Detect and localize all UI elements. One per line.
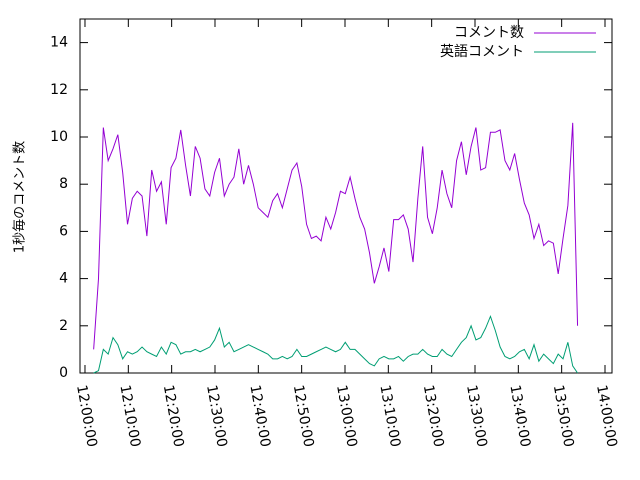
x-tick-label: 12:20:00 — [160, 384, 187, 449]
y-tick-label: 10 — [50, 129, 68, 145]
series-line — [93, 122, 579, 350]
y-axis-label: 1秒毎のコメント数 — [12, 141, 28, 253]
y-tick-label: 4 — [59, 271, 68, 287]
plot-frame — [79, 18, 613, 374]
x-tick-label: 13:00:00 — [333, 384, 360, 449]
x-tick-label: 12:00:00 — [73, 384, 100, 449]
x-tick-label: 13:10:00 — [376, 384, 403, 449]
y-tick-label: 2 — [59, 318, 68, 334]
x-tick-label: 14:00:00 — [593, 384, 620, 449]
legend-label: 英語コメント — [440, 43, 524, 60]
x-tick-label: 12:40:00 — [246, 384, 273, 449]
y-tick-label: 12 — [50, 82, 68, 98]
y-tick-label: 6 — [59, 223, 68, 239]
legend-label: コメント数 — [454, 25, 524, 41]
x-tick-label: 13:30:00 — [463, 384, 490, 449]
x-tick-label: 12:10:00 — [116, 384, 143, 449]
x-tick-label: 12:50:00 — [290, 384, 317, 449]
x-tick-label: 13:20:00 — [420, 384, 447, 449]
y-tick-label: 14 — [50, 35, 68, 51]
y-tick-label: 0 — [59, 365, 68, 381]
series-line — [93, 314, 578, 374]
x-tick-label: 13:40:00 — [506, 384, 533, 449]
x-tick-label: 12:30:00 — [203, 384, 230, 449]
x-tick-label: 13:50:00 — [550, 384, 577, 449]
y-tick-label: 8 — [59, 176, 68, 192]
